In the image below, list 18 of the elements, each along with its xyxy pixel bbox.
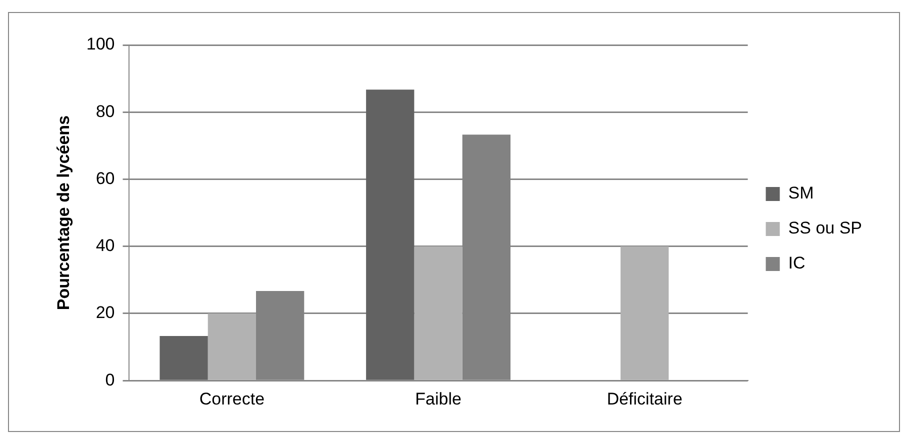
legend-label: SS ou SP <box>788 218 862 238</box>
bar <box>208 313 256 380</box>
y-tick-label: 80 <box>96 102 115 121</box>
bar <box>620 246 669 380</box>
x-tick-label: Déficitaire <box>606 389 682 408</box>
x-tick-label: Correcte <box>199 389 265 408</box>
y-axis-title: Pourcentage de lycéens <box>54 115 73 310</box>
y-tick-label: 20 <box>96 303 115 322</box>
bar <box>414 246 462 380</box>
x-tick-label: Faible <box>415 389 462 408</box>
y-tick-label: 40 <box>96 236 115 256</box>
y-tick-label: 60 <box>96 168 115 188</box>
y-tick-label: 100 <box>86 34 115 54</box>
legend-label: SM <box>788 184 814 203</box>
bar <box>160 336 208 380</box>
y-tick-label: 0 <box>105 370 115 390</box>
bar <box>366 90 414 380</box>
legend-label: IC <box>788 254 806 273</box>
